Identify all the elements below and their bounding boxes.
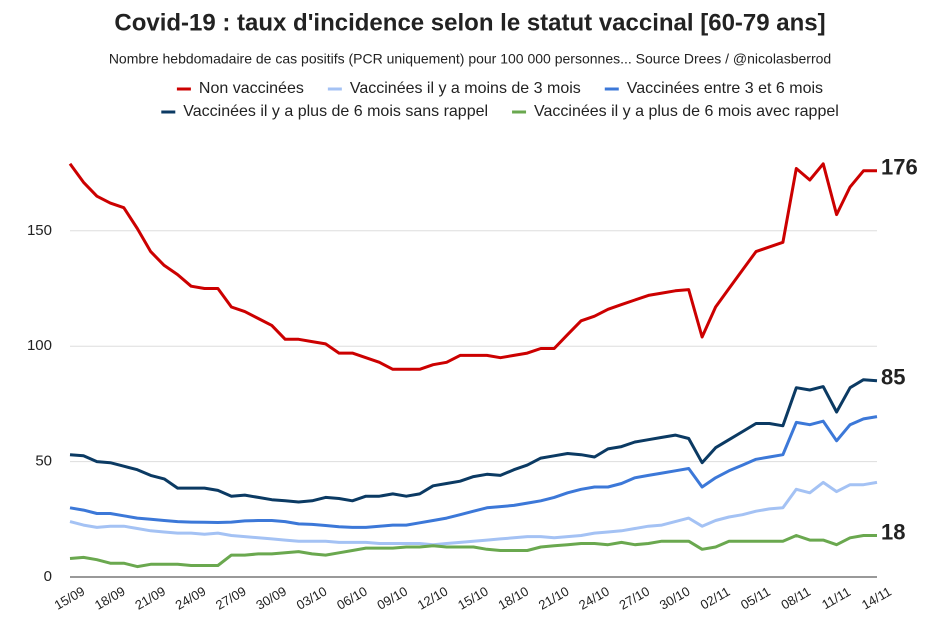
x-tick-label: 05/11 xyxy=(738,584,773,613)
legend-label: Vaccinées entre 3 et 6 mois xyxy=(627,80,823,97)
x-tick-label: 11/11 xyxy=(819,584,853,612)
x-tick-label: 21/09 xyxy=(132,583,168,612)
x-tick-label: 09/10 xyxy=(374,583,410,612)
series-line xyxy=(69,378,878,504)
series-line xyxy=(69,480,878,547)
chart-title: Covid-19 : taux d'incidence selon le sta… xyxy=(114,9,825,36)
end-label: 176 xyxy=(881,155,918,180)
x-tick-label: 02/11 xyxy=(698,584,733,613)
x-tick-label: 24/10 xyxy=(576,583,612,612)
chart-subtitle: Nombre hebdomadaire de cas positifs (PCR… xyxy=(109,51,831,67)
legend-label: Vaccinées il y a moins de 3 mois xyxy=(350,80,581,97)
y-tick-label: 0 xyxy=(44,568,52,585)
x-tick-label: 24/09 xyxy=(173,583,209,612)
x-tick-label: 14/11 xyxy=(859,584,894,613)
series-line xyxy=(68,162,877,371)
x-tick-label: 27/09 xyxy=(213,583,249,612)
x-tick-label: 15/10 xyxy=(455,583,491,612)
x-tick-label: 18/09 xyxy=(92,583,128,612)
y-tick-label: 150 xyxy=(27,222,52,239)
y-tick-label: 100 xyxy=(27,337,52,354)
x-tick-label: 15/09 xyxy=(52,583,88,612)
x-tick-label: 21/10 xyxy=(536,583,572,612)
legend-label: Vaccinées il y a plus de 6 mois avec rap… xyxy=(534,103,839,120)
legend-label: Vaccinées il y a plus de 6 mois sans rap… xyxy=(183,103,488,120)
x-tick-label: 06/10 xyxy=(334,583,370,612)
x-tick-label: 03/10 xyxy=(294,583,330,612)
x-tick-label: 30/09 xyxy=(253,583,289,612)
series-line xyxy=(69,415,878,529)
x-tick-label: 08/11 xyxy=(778,584,813,613)
legend-label: Non vaccinées xyxy=(199,80,304,97)
x-tick-label: 18/10 xyxy=(495,583,531,612)
end-label: 18 xyxy=(881,519,905,544)
x-tick-label: 27/10 xyxy=(617,583,653,612)
series-line xyxy=(69,534,877,569)
legend-row: Vaccinées il y a plus de 6 mois sans rap… xyxy=(161,103,839,120)
legend-row: Non vaccinées Vaccinées il y a moins de 3… xyxy=(176,80,823,97)
x-tick-label: 12/10 xyxy=(415,583,451,612)
end-label: 85 xyxy=(881,365,905,390)
x-tick-label: 30/10 xyxy=(657,583,693,612)
y-tick-label: 50 xyxy=(35,453,52,470)
